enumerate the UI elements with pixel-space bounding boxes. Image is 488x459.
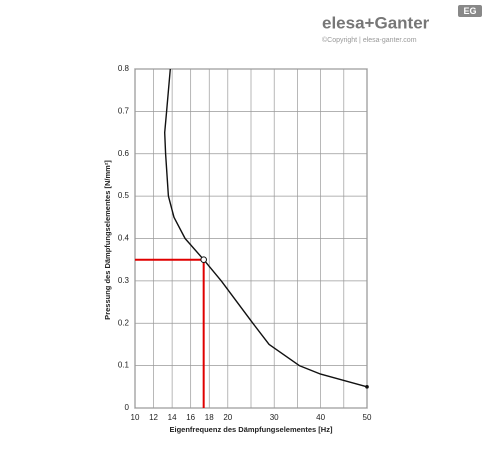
x-axis-title: Eigenfrequenz des Dämpfungselementes [Hz…: [170, 425, 333, 434]
y-tick-label: 0.7: [118, 106, 130, 115]
y-tick-label: 0.3: [118, 276, 130, 285]
x-tick-label: 30: [270, 413, 279, 422]
x-tick-label: 50: [363, 413, 372, 422]
end-point: [365, 385, 369, 389]
y-tick-label: 0.8: [118, 64, 130, 73]
y-tick-label: 0.2: [118, 318, 130, 327]
x-tick-label: 20: [223, 413, 232, 422]
x-tick-label: 40: [316, 413, 325, 422]
curve: [163, 68, 368, 388]
highlight-point: [200, 256, 207, 263]
y-tick-label: 0.4: [118, 234, 130, 243]
x-tick-label: 18: [205, 413, 214, 422]
y-tick-label: 0.6: [118, 149, 130, 158]
y-tick-label: 0.1: [118, 361, 130, 370]
y-tick-label: 0.5: [118, 191, 130, 200]
x-tick-label: 14: [168, 413, 177, 422]
y-axis-title: Pressung des Dämpfungselementes [N/mm²]: [103, 160, 112, 320]
x-tick-label: 12: [149, 413, 158, 422]
copyright: ©Copyright | elesa-ganter.com: [322, 36, 417, 44]
brand-logo: elesa+Ganter: [322, 13, 430, 32]
badge-box: [458, 5, 482, 17]
x-tick-label: 10: [131, 413, 140, 422]
y-tick-label: 0: [125, 403, 130, 412]
badge: EG: [463, 6, 476, 16]
x-tick-label: 16: [186, 413, 195, 422]
